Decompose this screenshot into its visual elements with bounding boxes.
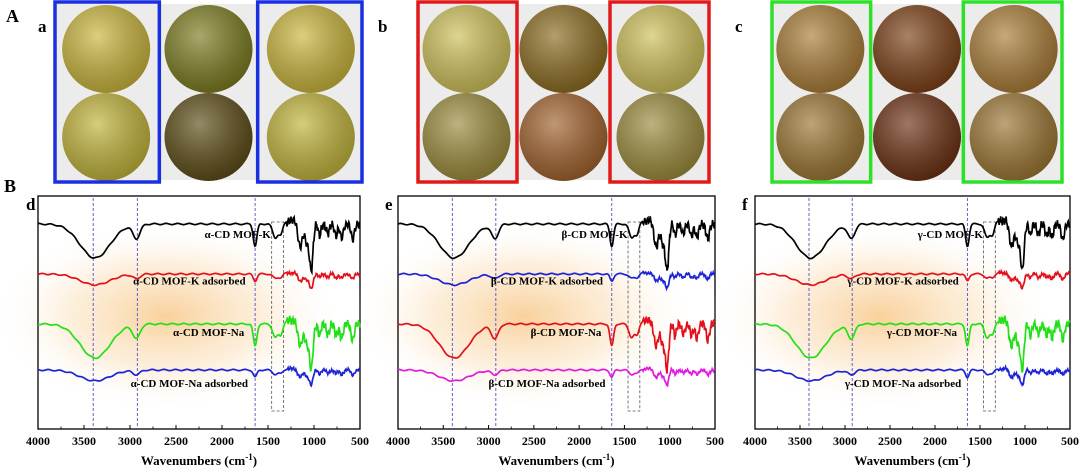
sample-photo-shade (873, 5, 961, 93)
x-tick-label: 3500 (788, 434, 812, 448)
sample-photo-shade (969, 5, 1058, 93)
x-axis-label: Wavenumbers (cm-1) (141, 452, 257, 468)
chart-panel-f: γ-CD MOF-K γ-CD MOF-K adsorbed γ-CD MOF-Na… (707, 195, 1079, 468)
series-label: γ-CD MOF-Na (886, 327, 958, 339)
highlight-frame-left (770, 0, 873, 184)
highlight-frame-left (416, 0, 519, 184)
x-tick-label: 1000 (658, 434, 682, 448)
sample-photo-shade (266, 5, 355, 93)
highlight-frame-right (961, 0, 1064, 184)
series-line (397, 215, 716, 271)
x-tick-label: 2500 (522, 434, 546, 448)
sample-photo-shade (422, 93, 511, 181)
band-box (271, 221, 285, 412)
highlight-glow (0, 221, 344, 411)
sample-photo-shade (422, 5, 511, 93)
photo-panel-c: c (735, 0, 1064, 184)
x-tick-label: 2500 (878, 434, 902, 448)
x-tick-label: 2000 (210, 434, 234, 448)
sample-photo-shade (266, 93, 355, 181)
series-line (398, 366, 716, 388)
x-axis-label: Wavenumbers (cm-1) (498, 452, 614, 468)
x-tick-label: 3000 (118, 434, 142, 448)
x-tick-label: 1000 (302, 434, 326, 448)
highlight-frame-left (53, 0, 162, 184)
x-tick-label: 3000 (477, 434, 501, 448)
band-box (983, 221, 996, 412)
ftir-chart-row: α-CD MOF-K α-CD MOF-K adsorbed α-CD MOF-Na… (0, 195, 1079, 468)
x-tick-label: 3500 (72, 434, 96, 448)
x-tick-label: 4000 (743, 434, 767, 448)
photo-panel-a: a (38, 0, 364, 184)
band-box (627, 221, 641, 412)
series-line (397, 316, 716, 374)
x-tick-label: 500 (351, 434, 369, 448)
panel-label-f: f (742, 195, 748, 214)
series-label: α-CD MOF-Na adsorbed (131, 378, 248, 390)
x-tick-label: 1500 (256, 434, 280, 448)
panel-label-e: e (385, 195, 393, 214)
series-line (754, 315, 1071, 373)
series-label: γ-CD MOF-Na adsorbed (844, 378, 961, 390)
chart-panel-e: β-CD MOF-K β-CD MOF-K adsorbed β-CD MOF-Na… (350, 195, 724, 468)
series-label: β-CD MOF-K adsorbed (491, 276, 603, 288)
sample-photo-shade (616, 93, 705, 181)
panel-label-a: a (38, 17, 47, 36)
highlight-frame-right (255, 0, 364, 184)
series-label: β-CD MOF-Na adsorbed (488, 378, 605, 390)
x-tick-label: 1000 (1013, 434, 1037, 448)
x-tick-label: 1500 (968, 434, 992, 448)
photo-panel-b: b (378, 0, 711, 184)
sample-photo-shade (62, 5, 151, 93)
x-tick-label: 3000 (833, 434, 857, 448)
series-line (37, 269, 361, 290)
x-tick-label: 1500 (612, 434, 636, 448)
series-label: β-CD MOF-K (562, 229, 628, 241)
series-label: γ-CD MOF-K adsorbed (846, 276, 958, 288)
sample-photo-shade (62, 93, 151, 181)
panel-label-d: d (26, 195, 36, 214)
series-line (37, 214, 361, 276)
x-tick-label: 4000 (26, 434, 50, 448)
sample-photo-shade (164, 5, 253, 93)
photo-row: a b c (38, 0, 1064, 184)
x-tick-label: 3500 (431, 434, 455, 448)
x-tick-label: 2500 (164, 434, 188, 448)
highlight-frame-right (608, 0, 711, 184)
series-line (754, 364, 1071, 387)
series-line (754, 268, 1071, 290)
x-tick-label: 500 (1061, 434, 1079, 448)
panel-label-b: b (378, 17, 387, 36)
sample-photo-shade (873, 93, 961, 181)
x-tick-label: 2000 (923, 434, 947, 448)
sample-photo-shade (776, 93, 865, 181)
series-line (754, 216, 1071, 271)
sample-photo-shade (519, 93, 608, 181)
x-tick-label: 4000 (386, 434, 410, 448)
sample-photo-shade (519, 5, 608, 93)
sample-photo-shade (164, 93, 253, 181)
section-label-b: B (4, 176, 17, 196)
series-line (37, 364, 361, 388)
series-label: α-CD MOF-Na (173, 327, 245, 339)
sample-photo-shade (776, 5, 865, 93)
x-tick-label: 500 (706, 434, 724, 448)
chart-panel-d: α-CD MOF-K α-CD MOF-K adsorbed α-CD MOF-Na… (0, 195, 369, 468)
series-label: γ-CD MOF-K (917, 229, 984, 241)
section-label-a: A (6, 6, 19, 26)
panel-label-c: c (735, 17, 743, 36)
x-axis-label: Wavenumbers (cm-1) (854, 452, 970, 468)
x-tick-label: 2000 (567, 434, 591, 448)
sample-photo-shade (969, 93, 1058, 181)
series-label: β-CD MOF-Na (531, 327, 602, 339)
series-label: α-CD MOF-K adsorbed (133, 276, 245, 288)
series-line (398, 269, 716, 292)
series-line (37, 314, 361, 372)
sample-photo-shade (616, 5, 705, 93)
series-label: α-CD MOF-K (204, 229, 271, 241)
